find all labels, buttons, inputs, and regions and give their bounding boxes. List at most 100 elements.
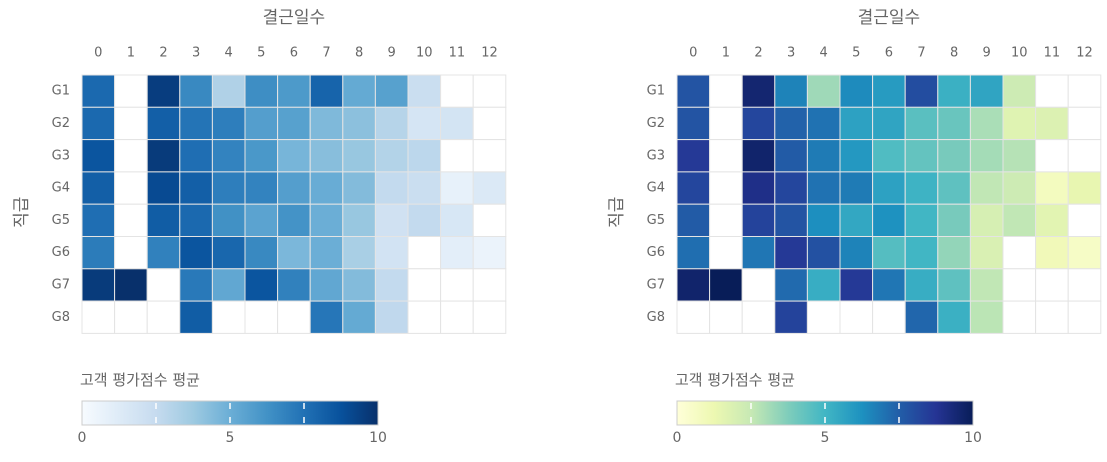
- heatmap-cell: [440, 236, 474, 270]
- heatmap-cell: [904, 236, 939, 270]
- heatmap-cell: [114, 74, 148, 108]
- y-tick-label: G5: [52, 213, 70, 228]
- heatmap-cell: [146, 236, 181, 270]
- heatmap-cell: [969, 106, 1004, 141]
- heatmap-cell: [774, 300, 808, 334]
- heatmap-cell: [211, 203, 246, 237]
- y-tick-label: G6: [52, 245, 70, 260]
- y-tick-label: G4: [52, 181, 70, 196]
- heatmap-cell: [472, 139, 507, 173]
- heatmap-cell: [179, 74, 213, 108]
- heatmap-cell: [872, 300, 906, 334]
- heatmap-cell: [839, 203, 874, 237]
- heatmap-cell: [872, 74, 906, 108]
- heatmap-cell: [676, 106, 711, 141]
- heatmap-cell: [904, 74, 939, 108]
- heatmap-cell: [179, 171, 213, 205]
- heatmap-cell: [774, 203, 808, 237]
- x-tick-label: 3: [787, 46, 795, 61]
- heatmap-cell: [374, 236, 409, 270]
- heatmap-cell: [374, 139, 409, 173]
- x-tick-label: 4: [820, 46, 828, 61]
- heatmap-cell: [676, 139, 711, 173]
- heatmap-cell: [374, 268, 409, 302]
- heatmap-cell: [472, 300, 507, 334]
- heatmap-cell: [342, 74, 376, 108]
- heatmap-cell: [114, 203, 148, 237]
- heatmap-cell: [407, 203, 442, 237]
- heatmap-cell: [146, 74, 181, 108]
- heatmap-cell: [969, 203, 1004, 237]
- heatmap-cell: [146, 268, 181, 302]
- heatmap-cell: [277, 268, 311, 302]
- heatmap-cell: [1035, 203, 1069, 237]
- heatmap-cell: [806, 236, 841, 270]
- heatmap-cell: [309, 139, 344, 173]
- y-tick-label: G8: [647, 310, 665, 325]
- heatmap-cell: [1035, 236, 1069, 270]
- heatmap-cell: [309, 203, 344, 237]
- heatmap-cell: [440, 268, 474, 302]
- heatmap-cell: [1002, 203, 1037, 237]
- heatmap-cell: [1002, 236, 1037, 270]
- heatmap-cell: [146, 171, 181, 205]
- heatmap-cell: [146, 300, 181, 334]
- heatmap-cell: [676, 300, 711, 334]
- x-tick-label: 2: [159, 46, 167, 61]
- x-tick-label: 7: [917, 46, 925, 61]
- heatmap-cell: [244, 74, 279, 108]
- heatmap-cell: [709, 203, 743, 237]
- x-tick-label: 0: [689, 46, 697, 61]
- heatmap-cell: [244, 300, 279, 334]
- heatmap-cell: [81, 106, 116, 141]
- heatmap-cell: [969, 236, 1004, 270]
- heatmap-cell: [211, 268, 246, 302]
- heatmap-cell: [969, 171, 1004, 205]
- x-tick-label: 6: [885, 46, 893, 61]
- heatmap-cell: [211, 171, 246, 205]
- x-tick-label: 8: [355, 46, 363, 61]
- heatmap-cell: [342, 171, 376, 205]
- heatmap-cell: [342, 268, 376, 302]
- heatmap-cell: [114, 171, 148, 205]
- heatmap-cell: [969, 268, 1004, 302]
- y-tick-label: G3: [52, 148, 70, 163]
- heatmap-cell: [969, 74, 1004, 108]
- y-tick-label: G8: [52, 310, 70, 325]
- heatmap-cell: [806, 300, 841, 334]
- heatmap-cell: [407, 74, 442, 108]
- heatmap-cell: [741, 268, 776, 302]
- x-tick-label: 11: [449, 46, 466, 61]
- heatmap-cell: [839, 268, 874, 302]
- colorbar-title: 고객 평가점수 평균: [675, 371, 795, 389]
- heatmap-cell: [277, 106, 311, 141]
- heatmap-cell: [676, 203, 711, 237]
- heatmap-cell: [741, 106, 776, 141]
- heatmap-cell: [741, 139, 776, 173]
- heatmap-cell: [709, 268, 743, 302]
- heatmap-cell: [1035, 268, 1069, 302]
- heatmap-cell: [211, 300, 246, 334]
- colorbar-tick-label: 0: [78, 430, 87, 446]
- x-tick-label: 12: [481, 46, 498, 61]
- heatmap-cell: [904, 268, 939, 302]
- heatmap-cell: [179, 139, 213, 173]
- heatmap-cell: [374, 171, 409, 205]
- y-axis-title: 직급: [607, 197, 627, 228]
- heatmap-cell: [81, 139, 116, 173]
- heatmap-cell: [211, 74, 246, 108]
- heatmap-cell: [244, 268, 279, 302]
- y-tick-label: G2: [52, 116, 70, 131]
- heatmap-cell: [374, 203, 409, 237]
- x-tick-label: 3: [192, 46, 200, 61]
- heatmap-cell: [1067, 300, 1102, 334]
- heatmap-cell: [1035, 74, 1069, 108]
- x-tick-label: 2: [754, 46, 762, 61]
- heatmap-cell: [440, 139, 474, 173]
- heatmap-cell: [342, 300, 376, 334]
- heatmap-cell: [969, 300, 1004, 334]
- heatmap-cell: [472, 236, 507, 270]
- heatmap-cell: [114, 139, 148, 173]
